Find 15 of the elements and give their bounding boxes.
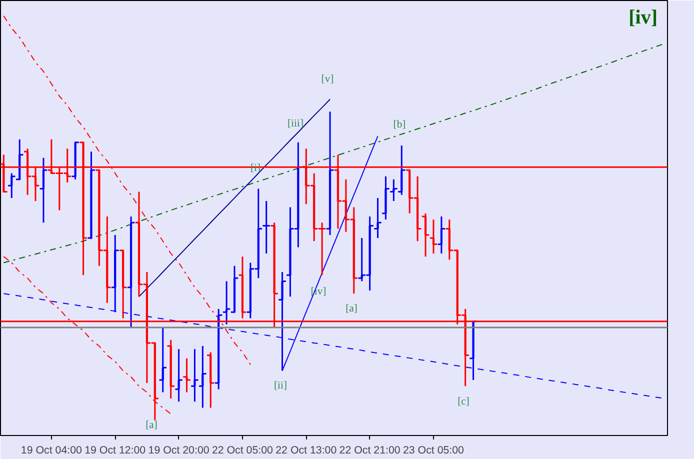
annotation: [b] xyxy=(393,120,406,131)
text: [a] xyxy=(146,420,158,432)
x-tick-label: 19 Oct 12:00 xyxy=(84,444,146,456)
x-tick-label: 22 Oct 13:00 xyxy=(276,444,337,456)
x-tick-label: 19 Oct 20:00 xyxy=(148,444,210,456)
annotation: [iii] xyxy=(288,118,304,130)
text: [v] xyxy=(321,74,334,86)
x-tick-label: 19 Oct 04:00 xyxy=(20,444,82,456)
annotation: [a] xyxy=(346,303,358,314)
text: [iv] xyxy=(628,6,658,28)
x-tick-label: 23 Oct 05:00 xyxy=(402,444,464,456)
x-tick-label: 22 Oct 21:00 xyxy=(339,444,400,456)
annotation: [ii] xyxy=(274,380,288,392)
x-tick-label: 22 Oct 05:00 xyxy=(212,444,274,456)
annotation: [c] xyxy=(458,396,470,408)
